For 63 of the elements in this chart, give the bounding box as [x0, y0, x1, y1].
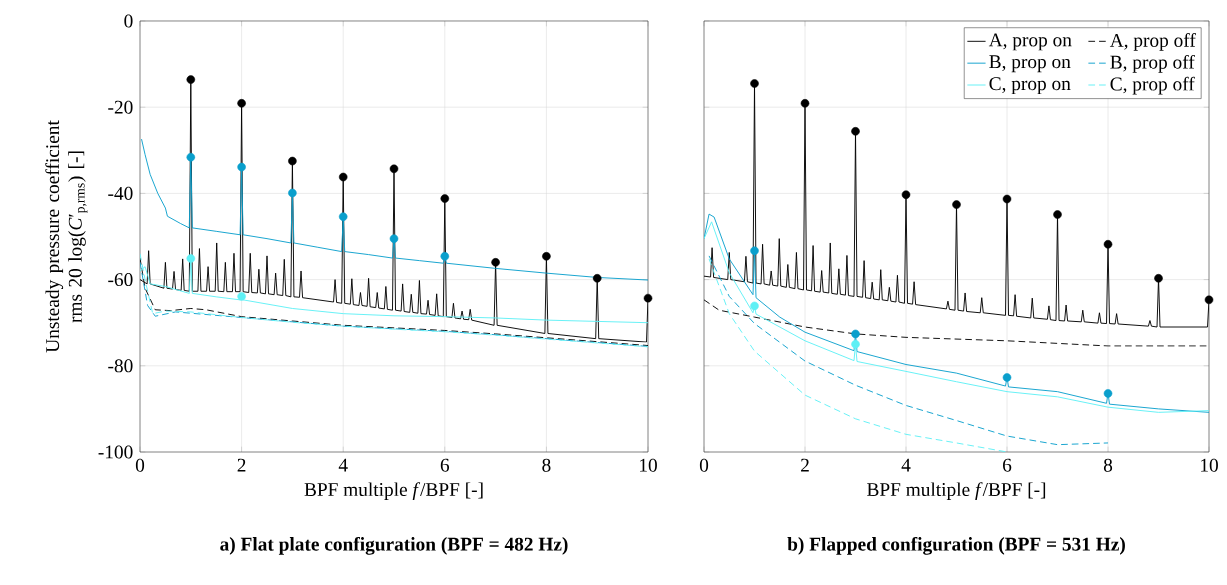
point	[288, 188, 297, 198]
y-tick-label: -80	[108, 359, 133, 373]
point	[1053, 210, 1062, 219]
point	[1154, 274, 1163, 283]
x-tick-label: 8	[1103, 458, 1113, 472]
point	[851, 329, 860, 339]
point	[1204, 295, 1214, 305]
point	[389, 234, 399, 243]
point	[800, 99, 810, 108]
point	[237, 99, 246, 108]
line-series	[141, 138, 649, 281]
point	[851, 339, 860, 349]
legend-label: A, prop on	[988, 33, 1072, 51]
point	[1103, 239, 1113, 249]
point	[440, 252, 450, 261]
point	[237, 292, 246, 301]
point	[288, 156, 297, 166]
point	[186, 152, 196, 162]
y-tick-label: 0	[124, 14, 133, 28]
point	[338, 212, 348, 221]
x-tick-label: 2	[237, 458, 246, 472]
point	[643, 293, 653, 303]
point	[186, 75, 196, 84]
point	[952, 200, 961, 209]
x-tick-label: 6	[440, 458, 450, 472]
x-tick-label: 4	[338, 458, 348, 472]
point	[440, 194, 450, 203]
point	[851, 127, 860, 136]
y-tick-label: -100	[98, 445, 133, 459]
legend-label: A, prop off	[1109, 33, 1196, 51]
y-tick-label: -40	[108, 186, 133, 200]
point	[750, 301, 759, 311]
legend-label: C, prop on	[989, 77, 1071, 95]
x-tick-label: 4	[901, 458, 911, 472]
y-tick-label: -20	[108, 100, 133, 114]
legend-label: B, prop off	[1110, 54, 1195, 73]
point	[542, 252, 551, 261]
x-tick-label: 6	[1003, 458, 1012, 472]
text: a) Flat plate configuration (BPF = 482 Hz)	[220, 536, 568, 555]
x-tick-label: 2	[801, 458, 809, 472]
point	[389, 164, 399, 174]
x-tick-label: 8	[542, 458, 551, 472]
y-tick-label: -60	[108, 273, 133, 287]
legend-label: B, prop on	[989, 55, 1071, 73]
point	[901, 190, 911, 199]
legend-label: C, prop off	[1110, 76, 1195, 95]
x-tick-label: 10	[640, 458, 657, 472]
point	[237, 162, 246, 172]
point	[186, 254, 196, 263]
point	[1103, 389, 1113, 398]
text: b) Flapped configuration (BPF = 531 Hz)	[787, 536, 1125, 555]
point	[1002, 194, 1012, 204]
point	[750, 246, 759, 255]
x-tick-label: 0	[135, 458, 145, 472]
point	[338, 172, 348, 182]
x-tick-label: 10	[1201, 458, 1218, 472]
x-tick-label: 0	[699, 458, 709, 472]
point	[1002, 373, 1012, 382]
point	[750, 79, 759, 88]
point	[592, 274, 602, 283]
point	[491, 258, 500, 267]
x-axis-title: BPF multiple f/BPF [-]	[867, 482, 1046, 500]
x-axis-title: BPF multiple f/BPF [-]	[304, 482, 483, 500]
